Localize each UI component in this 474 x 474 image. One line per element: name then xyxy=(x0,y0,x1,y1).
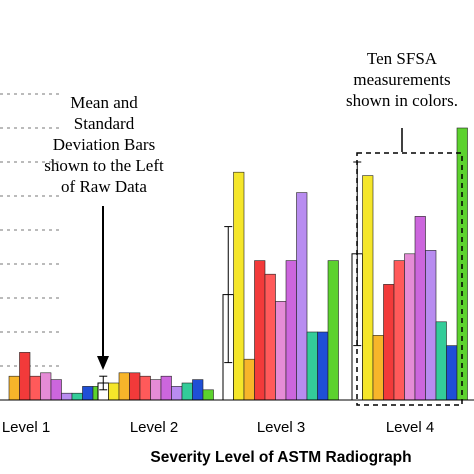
measurement-bar xyxy=(296,192,308,401)
measurement-bar xyxy=(192,379,204,401)
measurement-bar xyxy=(306,331,318,401)
measurement-bar xyxy=(264,273,276,401)
measurement-bar xyxy=(108,382,120,401)
measurement-bar xyxy=(425,250,437,401)
measurement-bar xyxy=(50,379,62,401)
measurement-bar xyxy=(404,253,416,401)
measurement-bar xyxy=(82,386,94,401)
measurement-bar xyxy=(435,321,447,401)
measurement-bar xyxy=(171,386,183,401)
measurement-bar xyxy=(414,216,426,401)
annotations: Mean and Standard Deviation Bars shown to t… xyxy=(44,49,463,406)
measurement-bar xyxy=(362,175,374,401)
annotation-text: Ten SFSA xyxy=(367,49,438,68)
measurement-bar xyxy=(71,392,83,401)
measurement-bar xyxy=(202,389,214,401)
measurement-bar xyxy=(129,372,141,401)
measurement-bar xyxy=(181,382,193,401)
arrowhead-icon xyxy=(97,356,109,370)
annotation-text: Standard xyxy=(74,114,135,133)
measurement-bar xyxy=(8,375,20,401)
measurement-bar xyxy=(139,375,151,401)
measurement-bar xyxy=(254,260,266,401)
measurement-bar xyxy=(19,352,31,401)
measurement-bar xyxy=(383,284,395,401)
annotation-text: Mean and xyxy=(70,93,138,112)
measurement-bar xyxy=(372,335,384,401)
x-tick-labels: Level 1 Level 2 Level 3 Level 4 xyxy=(2,419,434,436)
highlight-box xyxy=(356,152,463,406)
measurement-bar xyxy=(446,345,458,401)
annotation-text: measurements xyxy=(353,70,450,89)
measurement-bar xyxy=(317,331,329,401)
measurement-bar xyxy=(118,372,130,401)
measurement-bar xyxy=(285,260,297,401)
annotation-text: of Raw Data xyxy=(61,177,147,196)
x-tick-label: Level 1 xyxy=(2,419,50,436)
annotation-text: shown to the Left xyxy=(44,156,164,175)
x-tick-label: Level 3 xyxy=(257,419,305,436)
measurement-bar xyxy=(243,358,255,401)
measurement-bar xyxy=(160,375,172,401)
x-tick-label: Level 4 xyxy=(386,419,434,436)
measurement-bar xyxy=(29,375,41,401)
x-tick-label: Level 2 xyxy=(130,419,178,436)
measurement-bar xyxy=(61,392,73,401)
measurement-bar xyxy=(327,260,339,401)
measurement-bar xyxy=(150,379,162,401)
measurement-bar xyxy=(233,171,245,401)
measurement-bar xyxy=(275,301,287,401)
gridlines xyxy=(0,93,60,367)
measurement-bar xyxy=(393,260,405,401)
measurement-bar xyxy=(40,372,52,401)
annotation-text: Deviation Bars xyxy=(53,135,155,154)
annotation-text: shown in colors. xyxy=(346,91,458,110)
x-axis-label: Severity Level of ASTM Radiograph xyxy=(150,449,411,466)
